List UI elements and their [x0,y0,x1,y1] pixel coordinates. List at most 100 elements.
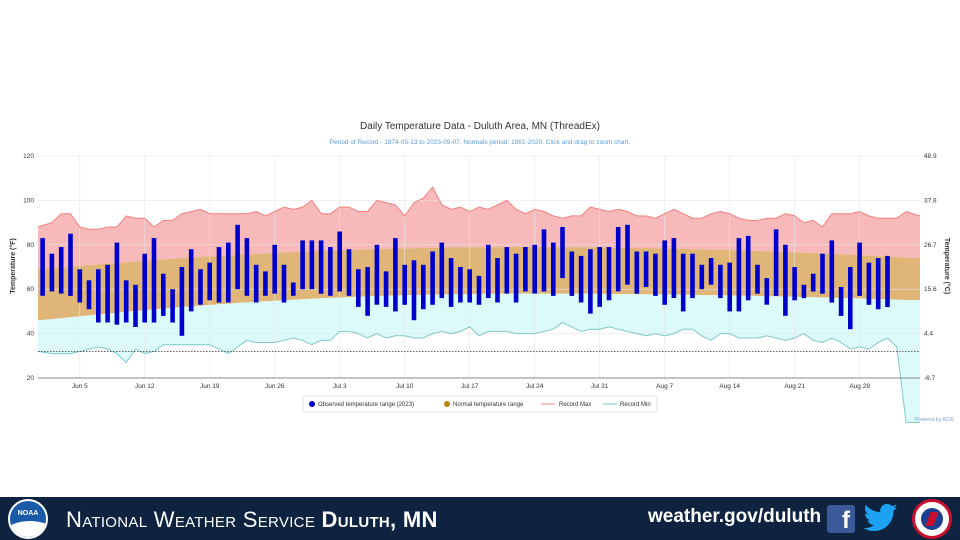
plot-area[interactable] [37,155,921,423]
legend[interactable]: Observed temperature range (2023) Normal… [302,395,658,413]
observed-bar[interactable] [365,267,370,316]
record-max-line[interactable] [37,186,921,230]
twitter-icon[interactable] [864,503,898,533]
legend-item-observed[interactable]: Observed temperature range (2023) [309,401,414,408]
observed-bar[interactable] [727,262,732,312]
observed-bar[interactable] [244,238,250,296]
observed-bar[interactable] [226,242,231,303]
observed-bar[interactable] [337,231,342,292]
observed-bar[interactable] [476,275,482,305]
observed-bar[interactable] [77,269,83,303]
observed-bar[interactable] [551,242,556,296]
observed-bar[interactable] [653,253,658,296]
noaa-logo-icon[interactable]: NOAA [8,499,48,539]
observed-bar[interactable] [318,240,324,294]
observed-bar[interactable] [86,280,92,310]
observed-bar[interactable] [123,280,129,323]
observed-bar[interactable] [263,271,268,296]
observed-bar[interactable] [708,258,714,285]
observed-bar[interactable] [179,267,185,336]
observed-bar[interactable] [838,287,844,316]
observed-bar[interactable] [699,264,705,290]
observed-bar[interactable] [764,278,770,305]
observed-bar[interactable] [578,255,584,303]
observed-bar[interactable] [848,267,853,330]
observed-bar[interactable] [402,264,407,305]
observed-bar[interactable] [486,244,491,299]
observed-bar[interactable] [736,238,742,312]
observed-bar[interactable] [309,240,315,290]
observed-bar[interactable] [281,264,287,303]
observed-bar[interactable] [170,289,175,323]
observed-bar[interactable] [875,258,881,310]
observed-bar[interactable] [272,244,277,294]
observed-bar[interactable] [792,267,797,301]
observed-bar[interactable] [411,260,417,321]
observed-bar[interactable] [560,227,565,279]
observed-bar[interactable] [198,269,203,305]
facebook-icon[interactable]: f [827,505,855,533]
observed-bar[interactable] [662,240,667,305]
observed-bar[interactable] [383,271,389,307]
observed-bar[interactable] [300,240,305,290]
observed-bar[interactable] [866,262,872,305]
observed-bar[interactable] [597,247,602,307]
observed-bar[interactable] [513,253,519,303]
observed-bar[interactable] [68,233,73,296]
observed-bar[interactable] [105,264,110,323]
observed-bar[interactable] [671,238,677,298]
observed-bar[interactable] [96,269,101,323]
legend-item-record-min[interactable]: Record Min [603,402,651,408]
observed-bar[interactable] [495,258,500,303]
observed-bar[interactable] [114,242,120,325]
legend-item-record-max[interactable]: Record Max [541,402,591,408]
observed-bar[interactable] [634,251,640,294]
observed-bar[interactable] [430,251,435,305]
website-link[interactable]: weather.gov/duluth [648,506,822,527]
observed-bar[interactable] [532,244,537,294]
observed-bar[interactable] [356,269,361,307]
observed-bar[interactable] [216,247,222,303]
legend-item-normal[interactable]: Normal temperature range [444,401,524,408]
observed-bar[interactable] [188,249,194,312]
observed-bar[interactable] [680,253,686,312]
record-min-line[interactable] [37,321,920,423]
observed-bar[interactable] [235,224,240,290]
observed-bar[interactable] [783,244,788,316]
observed-bar[interactable] [857,242,862,296]
observed-bar[interactable] [142,253,147,323]
observed-bar[interactable] [58,247,64,294]
observed-bar[interactable] [458,267,463,303]
observed-bar[interactable] [885,255,890,307]
observed-bar[interactable] [718,264,723,299]
observed-bar[interactable] [606,247,612,301]
observed-bar[interactable] [755,264,760,294]
observed-bar[interactable] [151,238,157,323]
observed-bar[interactable] [569,251,575,296]
observed-bar[interactable] [690,253,695,299]
observed-bar[interactable] [421,264,426,310]
observed-bar[interactable] [253,264,259,303]
observed-bar[interactable] [328,247,333,296]
chart-credit[interactable]: Powered by ACIS [915,417,955,423]
observed-bar[interactable] [745,235,751,301]
temperature-chart[interactable]: Daily Temperature Data - Duluth Area, MN… [0,0,960,500]
observed-bar[interactable] [588,249,593,314]
observed-bar[interactable] [439,242,445,299]
observed-bar[interactable] [810,273,816,292]
observed-bar[interactable] [161,273,166,316]
observed-bar[interactable] [393,238,398,312]
observed-bar[interactable] [346,249,352,296]
observed-bar[interactable] [133,284,138,327]
observed-bar[interactable] [291,282,296,296]
observed-bar[interactable] [625,224,630,285]
observed-bar[interactable] [207,262,212,301]
observed-bar[interactable] [467,269,472,303]
observed-bar[interactable] [615,227,621,292]
observed-bar[interactable] [820,253,825,294]
observed-bar[interactable] [40,238,45,296]
observed-bar[interactable] [829,240,835,303]
observed-bar[interactable] [448,258,454,307]
observed-bar[interactable] [49,253,55,292]
observed-bar[interactable] [504,247,510,294]
